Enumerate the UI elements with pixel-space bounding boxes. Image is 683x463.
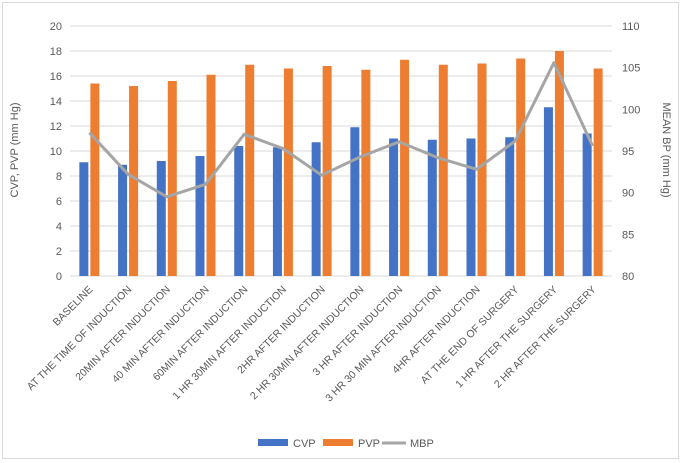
left-tick-label: 6 xyxy=(56,196,62,208)
right-tick-label: 110 xyxy=(622,21,640,33)
bar-cvp xyxy=(582,133,592,276)
right-axis-title: MEAN BP (mm Hg) xyxy=(660,102,672,197)
legend-label-cvp: CVP xyxy=(293,438,316,450)
left-axis-title: CVP, PVP (mm Hg) xyxy=(9,103,21,198)
bar-cvp xyxy=(505,137,515,276)
bar-cvp xyxy=(311,142,321,276)
legend-swatch-cvp xyxy=(258,439,288,446)
bar-pvp xyxy=(438,64,448,276)
bar-cvp xyxy=(350,127,360,276)
left-tick-label: 8 xyxy=(56,171,62,183)
bar-pvp xyxy=(554,51,564,276)
left-tick-label: 18 xyxy=(50,46,62,58)
bar-cvp xyxy=(156,161,166,276)
right-tick-label: 95 xyxy=(622,146,634,158)
left-tick-label: 16 xyxy=(50,71,62,83)
bar-cvp xyxy=(272,147,282,276)
bar-pvp xyxy=(593,68,603,276)
legend-swatch-pvp xyxy=(323,439,353,446)
left-tick-label: 2 xyxy=(56,246,62,258)
bar-pvp xyxy=(361,69,371,276)
bar-pvp xyxy=(516,58,526,276)
bar-pvp xyxy=(129,86,139,276)
left-tick-label: 10 xyxy=(50,146,62,158)
chart-frame xyxy=(2,2,679,459)
bar-pvp xyxy=(400,59,410,276)
left-tick-label: 4 xyxy=(56,221,62,233)
legend: CVP PVP MBP xyxy=(258,438,434,450)
bar-pvp xyxy=(167,81,177,276)
bar-pvp xyxy=(283,68,293,276)
bar-cvp xyxy=(389,138,399,276)
right-axis-ticks: 80 85 90 95 100 105 110 xyxy=(622,21,640,283)
right-tick-label: 100 xyxy=(622,104,640,116)
gridlines xyxy=(70,25,612,277)
left-tick-label: 12 xyxy=(50,121,62,133)
right-tick-label: 85 xyxy=(622,229,634,241)
line-marks xyxy=(88,61,594,199)
bar-pvp xyxy=(90,83,100,276)
left-tick-label: 20 xyxy=(50,21,62,33)
bar-cvp xyxy=(543,107,553,276)
bar-cvp xyxy=(118,164,128,276)
line-mbp xyxy=(88,61,594,199)
bar-pvp xyxy=(477,63,487,276)
bar-cvp xyxy=(195,156,205,276)
left-tick-label: 0 xyxy=(56,271,62,283)
bar-cvp xyxy=(79,162,89,276)
bar-marks xyxy=(79,51,603,276)
bar-cvp xyxy=(427,139,437,276)
legend-label-pvp: PVP xyxy=(358,438,380,450)
right-tick-label: 80 xyxy=(622,271,634,283)
right-tick-label: 105 xyxy=(622,63,640,75)
left-tick-label: 14 xyxy=(50,96,62,108)
legend-label-mbp: MBP xyxy=(410,438,434,450)
bar-cvp xyxy=(466,138,476,276)
right-tick-label: 90 xyxy=(622,188,634,200)
bar-pvp xyxy=(245,64,255,276)
left-axis-ticks: 0 2 4 6 8 10 12 14 16 18 20 xyxy=(50,21,62,283)
bar-cvp xyxy=(234,146,244,276)
